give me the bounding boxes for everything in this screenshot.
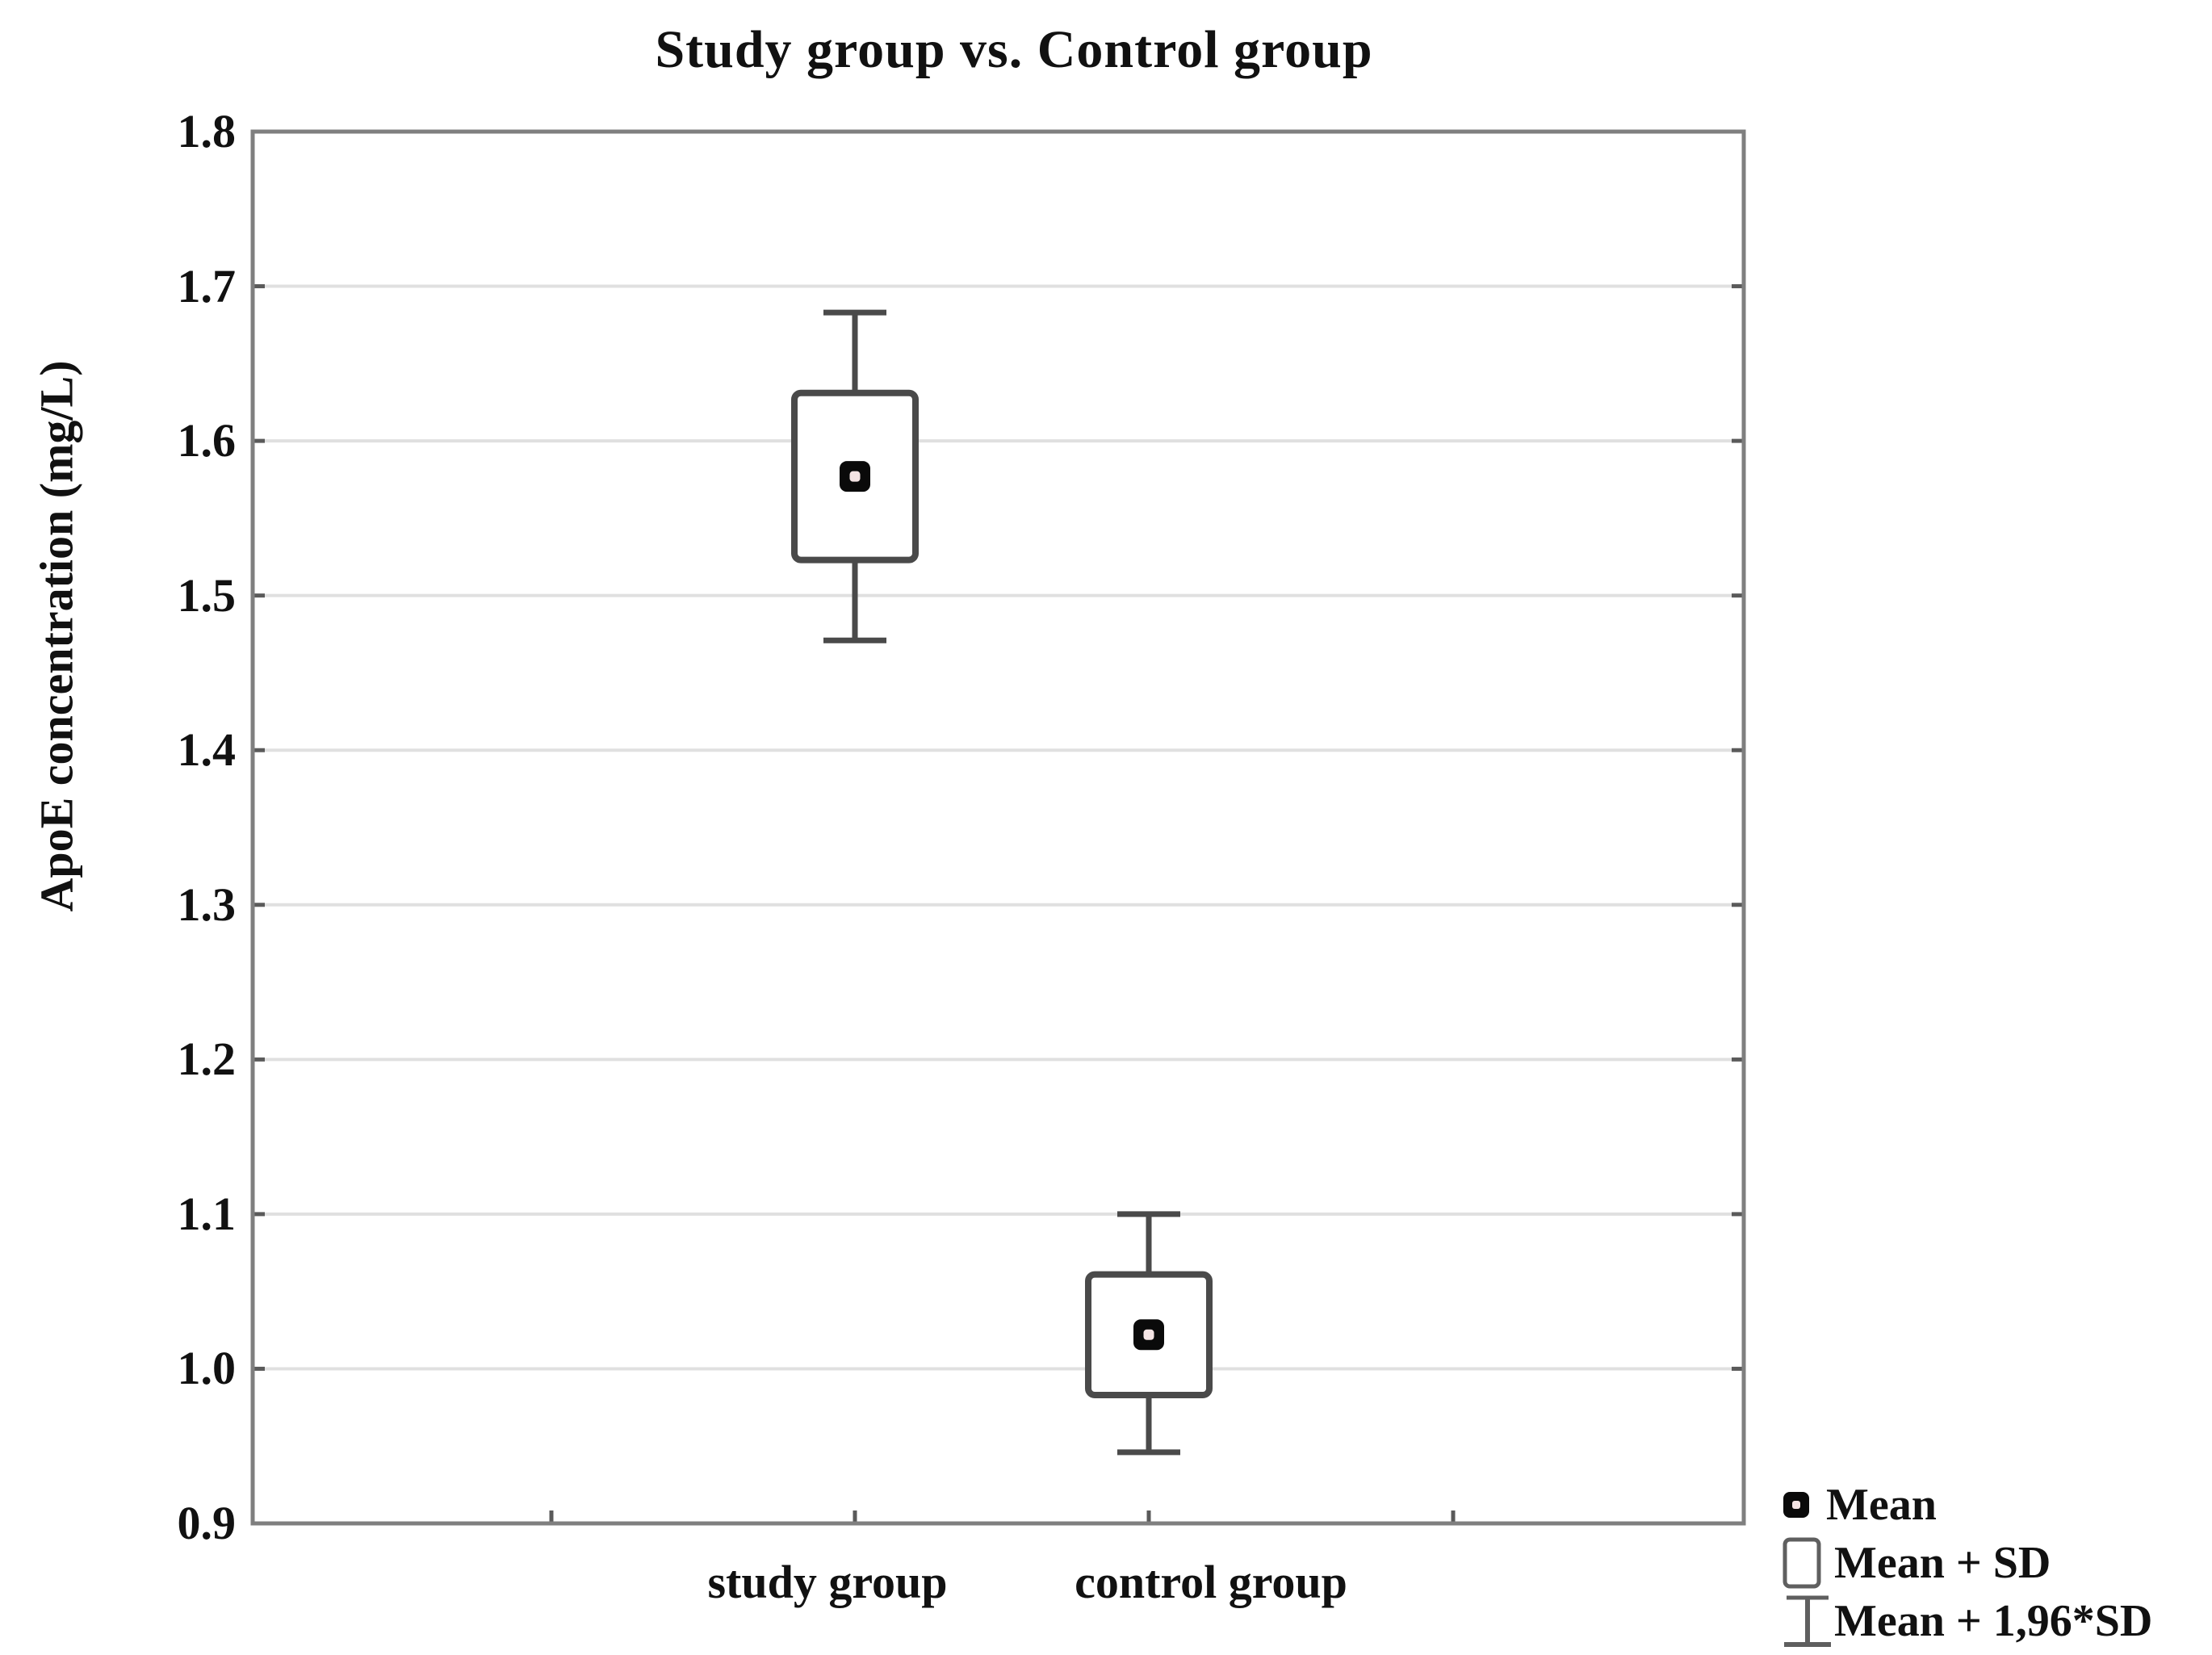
y-tick-label-1-0: 1.0: [177, 1342, 237, 1395]
y-tick-label-1-5: 1.5: [177, 568, 237, 622]
mean-marker-center-control-group: [1143, 1329, 1154, 1340]
mean-square-icon: [1783, 1491, 1826, 1519]
y-tick-label-1-3: 1.3: [177, 878, 237, 931]
mean-marker-center-study-group: [849, 471, 861, 482]
y-tick-label-1-7: 1.7: [177, 259, 237, 312]
y-tick-label-0-9: 0.9: [177, 1497, 237, 1549]
legend-label-mean: Mean: [1826, 1480, 1937, 1530]
y-tick-label-1-4: 1.4: [177, 723, 237, 777]
legend-item-mean-sd: Mean + SD: [1783, 1534, 2152, 1592]
whisker-icon: [1783, 1594, 1834, 1649]
legend-item-mean-196sd: Mean + 1,96*SD: [1783, 1592, 2152, 1650]
y-tick-label-1-1: 1.1: [177, 1187, 237, 1240]
y-tick-label-1-6: 1.6: [177, 414, 237, 467]
x-category-label-study-group: study group: [707, 1556, 948, 1608]
legend-item-mean: Mean: [1783, 1476, 2152, 1534]
chart-title: Study group vs. Control group: [655, 20, 1373, 79]
y-tick-label-1-8: 1.8: [177, 105, 237, 157]
y-tick-label-1-2: 1.2: [177, 1033, 237, 1086]
legend: Mean Mean + SD Mean + 1,96*SD: [1783, 1476, 2152, 1650]
box-outline-icon: [1783, 1537, 1834, 1589]
legend-label-mean-sd: Mean + SD: [1834, 1538, 2051, 1588]
x-category-label-control-group: control group: [1075, 1556, 1347, 1608]
plot-frame: [250, 129, 1746, 1526]
legend-label-mean-196sd: Mean + 1,96*SD: [1834, 1596, 2153, 1646]
